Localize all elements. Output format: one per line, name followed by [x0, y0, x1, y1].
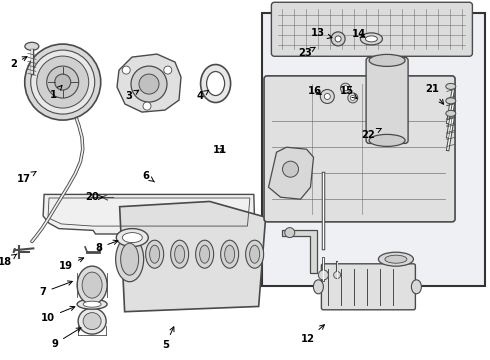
Ellipse shape	[249, 245, 260, 263]
Circle shape	[283, 161, 298, 177]
Text: 15: 15	[340, 86, 357, 99]
Polygon shape	[120, 202, 266, 312]
Circle shape	[131, 66, 167, 102]
Ellipse shape	[78, 308, 106, 334]
Circle shape	[47, 66, 79, 98]
Circle shape	[348, 93, 358, 103]
FancyBboxPatch shape	[264, 76, 455, 222]
Circle shape	[320, 90, 334, 103]
Polygon shape	[282, 230, 317, 273]
Ellipse shape	[171, 240, 189, 268]
Text: 20: 20	[85, 192, 103, 202]
Ellipse shape	[83, 301, 101, 307]
Ellipse shape	[77, 299, 107, 309]
Text: 8: 8	[96, 240, 118, 253]
Circle shape	[24, 44, 101, 120]
Ellipse shape	[369, 54, 405, 66]
Circle shape	[343, 86, 348, 91]
Circle shape	[318, 270, 328, 280]
Circle shape	[335, 36, 341, 42]
Text: 4: 4	[196, 90, 209, 102]
Circle shape	[341, 83, 350, 93]
Circle shape	[143, 102, 151, 110]
Ellipse shape	[174, 245, 185, 263]
Ellipse shape	[121, 243, 139, 275]
Text: 6: 6	[143, 171, 154, 182]
Ellipse shape	[361, 33, 382, 45]
Text: 16: 16	[308, 86, 321, 96]
Polygon shape	[117, 54, 181, 112]
Text: 22: 22	[362, 129, 381, 140]
Ellipse shape	[82, 272, 102, 298]
Text: 12: 12	[301, 325, 324, 344]
Polygon shape	[269, 147, 314, 199]
Ellipse shape	[207, 72, 224, 95]
Text: 17: 17	[17, 171, 36, 184]
Circle shape	[139, 74, 159, 94]
Ellipse shape	[146, 240, 164, 268]
Ellipse shape	[446, 111, 456, 116]
Ellipse shape	[199, 245, 210, 263]
Ellipse shape	[116, 229, 148, 247]
Ellipse shape	[196, 240, 214, 268]
Text: 1: 1	[49, 85, 62, 100]
Ellipse shape	[149, 245, 160, 263]
Ellipse shape	[245, 240, 264, 268]
Bar	[262, 13, 485, 286]
Circle shape	[55, 74, 71, 90]
Ellipse shape	[446, 98, 456, 104]
Ellipse shape	[378, 252, 414, 266]
Circle shape	[350, 95, 355, 100]
Circle shape	[334, 271, 341, 279]
Text: 7: 7	[40, 281, 73, 297]
Ellipse shape	[412, 280, 421, 294]
Ellipse shape	[446, 84, 456, 89]
Ellipse shape	[224, 245, 235, 263]
Ellipse shape	[220, 240, 239, 268]
Text: 2: 2	[10, 57, 27, 69]
Circle shape	[37, 56, 89, 108]
Text: 5: 5	[162, 327, 174, 350]
Ellipse shape	[116, 237, 144, 282]
Ellipse shape	[369, 134, 405, 147]
Circle shape	[31, 50, 95, 114]
FancyBboxPatch shape	[366, 57, 408, 143]
Circle shape	[324, 94, 330, 99]
Text: 11: 11	[212, 145, 227, 156]
Ellipse shape	[366, 36, 377, 42]
Text: 21: 21	[425, 84, 443, 104]
Text: 14: 14	[351, 29, 366, 39]
Text: 13: 13	[311, 28, 332, 39]
Ellipse shape	[77, 266, 107, 304]
Text: 3: 3	[125, 90, 139, 102]
Ellipse shape	[385, 255, 407, 263]
Ellipse shape	[25, 42, 39, 50]
Circle shape	[285, 228, 295, 238]
Ellipse shape	[314, 280, 323, 294]
Text: 18: 18	[0, 254, 17, 267]
FancyBboxPatch shape	[271, 2, 472, 56]
Text: 19: 19	[59, 258, 84, 271]
Circle shape	[331, 32, 345, 46]
Polygon shape	[43, 194, 255, 234]
Circle shape	[122, 66, 130, 74]
Ellipse shape	[200, 64, 231, 103]
Ellipse shape	[122, 233, 142, 243]
FancyBboxPatch shape	[321, 264, 416, 310]
Text: 9: 9	[51, 328, 81, 349]
Text: 23: 23	[298, 47, 315, 58]
Circle shape	[164, 66, 172, 74]
Text: 10: 10	[41, 306, 75, 323]
Ellipse shape	[83, 312, 101, 330]
